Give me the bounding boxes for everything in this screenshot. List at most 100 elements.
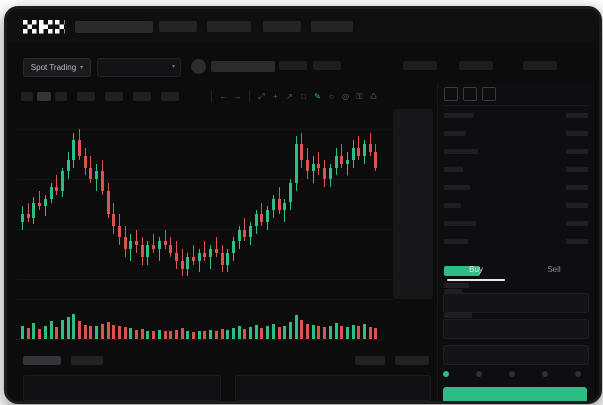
candle-wick	[204, 241, 206, 261]
toolbar-divider-2	[249, 91, 250, 102]
order-amount-field[interactable]	[443, 319, 589, 339]
order-book-ask-row[interactable]	[444, 131, 466, 136]
order-book-ask-row[interactable]	[444, 167, 464, 172]
order-total-field[interactable]	[443, 345, 589, 365]
timeframe-1[interactable]	[21, 92, 33, 101]
timeframe-5[interactable]	[105, 92, 123, 101]
volume-bar	[351, 324, 355, 339]
bottom-tab-4[interactable]	[395, 356, 429, 365]
slider-dot-0[interactable]	[443, 371, 449, 377]
timeframe-4[interactable]	[77, 92, 95, 101]
bottom-tab-1[interactable]	[23, 356, 61, 365]
timeframe-3[interactable]	[55, 92, 67, 101]
bottom-tab-2[interactable]	[71, 356, 103, 365]
tab-sell[interactable]: Sell	[547, 265, 561, 274]
candle	[72, 132, 76, 168]
candle-wick	[56, 175, 58, 195]
candle-wick	[175, 241, 177, 269]
candle	[237, 225, 241, 250]
volume-baseline	[17, 339, 383, 340]
lock-icon[interactable]: ⚿	[356, 92, 363, 101]
nav-item-1[interactable]	[159, 21, 197, 32]
volume-bar	[334, 323, 338, 339]
volume-bar	[197, 330, 201, 339]
candle	[374, 144, 378, 172]
market-type-button[interactable]: Spot Trading ▾	[23, 58, 91, 77]
order-book-ask-row[interactable]	[444, 149, 479, 154]
trash-icon[interactable]: ♺	[369, 92, 378, 101]
order-amount-slider[interactable]	[443, 371, 587, 379]
trendline-icon[interactable]: ↗	[286, 92, 293, 101]
eye-icon[interactable]: ◎	[342, 92, 349, 101]
candle-wick	[22, 206, 23, 230]
volume-bar	[231, 328, 235, 339]
candle-wick	[164, 229, 166, 250]
ruler-icon[interactable]: □	[301, 92, 306, 101]
slider-dot-3[interactable]	[542, 371, 548, 377]
candle	[323, 159, 327, 187]
order-book-bid-row[interactable]	[444, 289, 462, 294]
order-price-field[interactable]	[443, 293, 589, 313]
order-book-ask-price	[566, 113, 588, 118]
order-book-ask-row[interactable]	[444, 113, 475, 118]
candle-wick	[118, 214, 120, 246]
book-bids-icon[interactable]	[482, 87, 496, 101]
undo-icon[interactable]: ←	[219, 92, 228, 101]
gridline	[17, 279, 393, 280]
nav-item-2[interactable]	[207, 21, 251, 32]
order-book-ask-row[interactable]	[444, 239, 469, 244]
volume-bar	[328, 325, 332, 339]
bottom-panel-2	[235, 375, 431, 401]
volume-bar	[26, 328, 30, 339]
tab-buy[interactable]: Buy	[469, 265, 483, 274]
timeframe-6[interactable]	[133, 92, 151, 101]
cursor-icon[interactable]: ⤢	[258, 92, 265, 101]
candle	[368, 132, 372, 156]
candle-wick	[50, 183, 52, 203]
candle	[21, 206, 24, 230]
slider-dot-4[interactable]	[575, 371, 581, 377]
candle	[43, 194, 47, 217]
gridline	[17, 129, 393, 130]
brush-icon[interactable]: ✎	[314, 92, 321, 101]
order-book-view-toggle[interactable]	[444, 87, 496, 101]
candle-wick	[101, 159, 103, 195]
candle-wick	[375, 144, 377, 172]
book-both-icon[interactable]	[444, 87, 458, 101]
volume-bar	[163, 330, 167, 339]
timeframe-7[interactable]	[161, 92, 179, 101]
volume-bar	[260, 328, 264, 339]
candle-wick	[84, 148, 86, 176]
price-chart[interactable]	[17, 109, 393, 300]
slider-dot-1[interactable]	[476, 371, 482, 377]
search-input[interactable]	[75, 21, 153, 33]
timeframe-2-active[interactable]	[37, 92, 51, 101]
pair-selector[interactable]: ▾	[97, 58, 181, 77]
candle	[106, 183, 110, 219]
book-asks-icon[interactable]	[463, 87, 477, 101]
bottom-tab-3[interactable]	[355, 356, 385, 365]
candle	[169, 237, 173, 257]
order-book-ask-row[interactable]	[444, 203, 461, 208]
submit-order-button[interactable]	[443, 387, 587, 401]
candle	[328, 163, 332, 187]
order-book-bid-row[interactable]	[444, 283, 469, 288]
order-book-ask-row[interactable]	[444, 185, 471, 190]
nav-item-4[interactable]	[311, 21, 353, 32]
slider-dot-2[interactable]	[509, 371, 515, 377]
candle-wick	[187, 253, 189, 277]
order-book-mid-price	[444, 266, 480, 276]
order-book-bid-row[interactable]	[444, 313, 472, 318]
crosshair-icon[interactable]: +	[273, 92, 278, 101]
nav-item-3[interactable]	[263, 21, 301, 32]
order-book-ask-row[interactable]	[444, 221, 476, 226]
candle	[26, 202, 30, 222]
redo-icon[interactable]: →	[233, 92, 242, 101]
candle	[214, 237, 218, 257]
order-form-tabs[interactable]: Buy Sell	[437, 261, 593, 283]
volume-bar	[174, 329, 178, 339]
okx-logo-icon[interactable]	[23, 20, 65, 34]
volume-bar	[306, 323, 309, 339]
chart-toolbar: ← → ⤢ + ↗ □ ✎ ○ ◎ ⚿ ♺	[21, 89, 387, 105]
magnet-icon[interactable]: ○	[329, 92, 334, 101]
